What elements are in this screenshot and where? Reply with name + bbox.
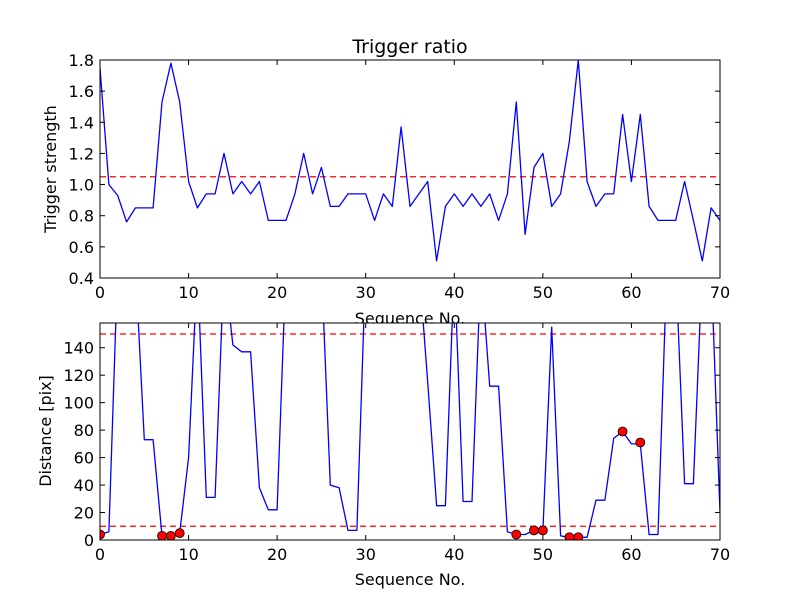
y-tick-label: 80 [74, 421, 94, 440]
data-marker [635, 437, 646, 448]
plot-frame [99, 322, 721, 541]
y-tick-label: 20 [74, 504, 94, 523]
series-line [100, 323, 720, 538]
y-tick-label: 120 [63, 366, 94, 385]
x-tick-label: 60 [621, 283, 641, 302]
x-tick-label: 0 [95, 283, 105, 302]
series-line [100, 60, 720, 262]
y-tick-label: 1.6 [69, 82, 94, 101]
data-marker [511, 529, 522, 540]
y-axis-label: Trigger strength [41, 105, 60, 234]
x-tick-label: 70 [710, 545, 730, 564]
x-tick-label: 0 [95, 545, 105, 564]
y-tick-label: 60 [74, 449, 94, 468]
x-tick-label: 10 [178, 283, 198, 302]
y-tick-label: 1.8 [69, 51, 94, 70]
x-tick-label: 70 [710, 283, 730, 302]
y-tick-label: 0 [84, 531, 94, 550]
y-axis-label: Distance [pix] [36, 375, 55, 487]
y-tick-label: 1.0 [69, 176, 94, 195]
y-tick-label: 0.8 [69, 207, 94, 226]
plot-area [100, 323, 720, 540]
axis-ticks: 0 10 20 30 40 50 60 70 0 20 40 60 80 100 120 140 [63, 323, 730, 564]
y-tick-label: 40 [74, 476, 94, 495]
data-marker [165, 530, 176, 540]
y-tick-label: 1.2 [69, 144, 94, 163]
plot-frame [99, 59, 721, 279]
data-marker [174, 528, 185, 539]
y-tick-label: 140 [63, 339, 94, 358]
plot-area [100, 60, 720, 262]
x-tick-label: 30 [356, 545, 376, 564]
axis-ticks: 0 10 20 30 40 50 60 70 0.4 0.6 0.8 1.0 1.2 1.4 1.6 1.8 [69, 51, 731, 302]
chart-distance: 0 10 20 30 40 50 60 70 0 20 40 60 80 100 120 140 Sequen… [36, 322, 730, 589]
chart-trigger-ratio: Trigger ratio 0 10 20 30 40 50 60 70 0.4 0.6 0.8 1.… [41, 36, 730, 328]
x-tick-label: 40 [444, 545, 464, 564]
data-marker [100, 529, 105, 540]
y-tick-label: 1.4 [69, 113, 94, 132]
x-tick-label: 20 [267, 545, 287, 564]
x-axis-label: Sequence No. [355, 570, 466, 589]
data-marker [617, 426, 628, 437]
x-tick-label: 40 [444, 283, 464, 302]
data-marker [573, 532, 584, 540]
y-tick-label: 0.4 [69, 269, 94, 288]
data-marker [537, 525, 548, 536]
y-tick-label: 0.6 [69, 238, 94, 257]
data-marker [157, 530, 167, 540]
x-tick-label: 30 [356, 283, 376, 302]
x-tick-label: 20 [267, 283, 287, 302]
data-marker [529, 525, 539, 536]
y-tick-label: 100 [63, 394, 94, 413]
x-tick-label: 50 [533, 545, 553, 564]
chart-title: Trigger ratio [351, 36, 467, 58]
x-tick-label: 50 [533, 283, 553, 302]
x-tick-label: 60 [621, 545, 641, 564]
x-tick-label: 10 [178, 545, 198, 564]
